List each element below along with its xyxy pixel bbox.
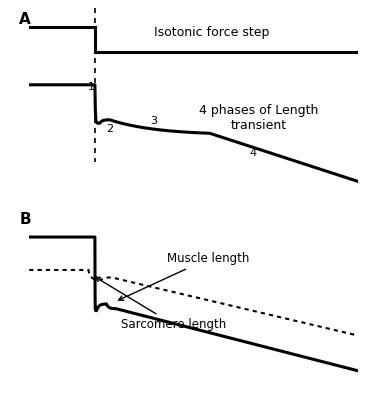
Text: Muscle length: Muscle length (119, 252, 250, 300)
Text: 4: 4 (249, 148, 256, 158)
Text: Sarcomere length: Sarcomere length (95, 277, 226, 331)
Text: 3: 3 (150, 116, 158, 126)
Text: B: B (19, 212, 31, 227)
Text: 1: 1 (88, 82, 95, 92)
Text: A: A (19, 12, 31, 27)
Text: 2: 2 (106, 124, 113, 134)
Text: 4 phases of Length
transient: 4 phases of Length transient (199, 104, 319, 132)
Text: Isotonic force step: Isotonic force step (154, 26, 269, 40)
